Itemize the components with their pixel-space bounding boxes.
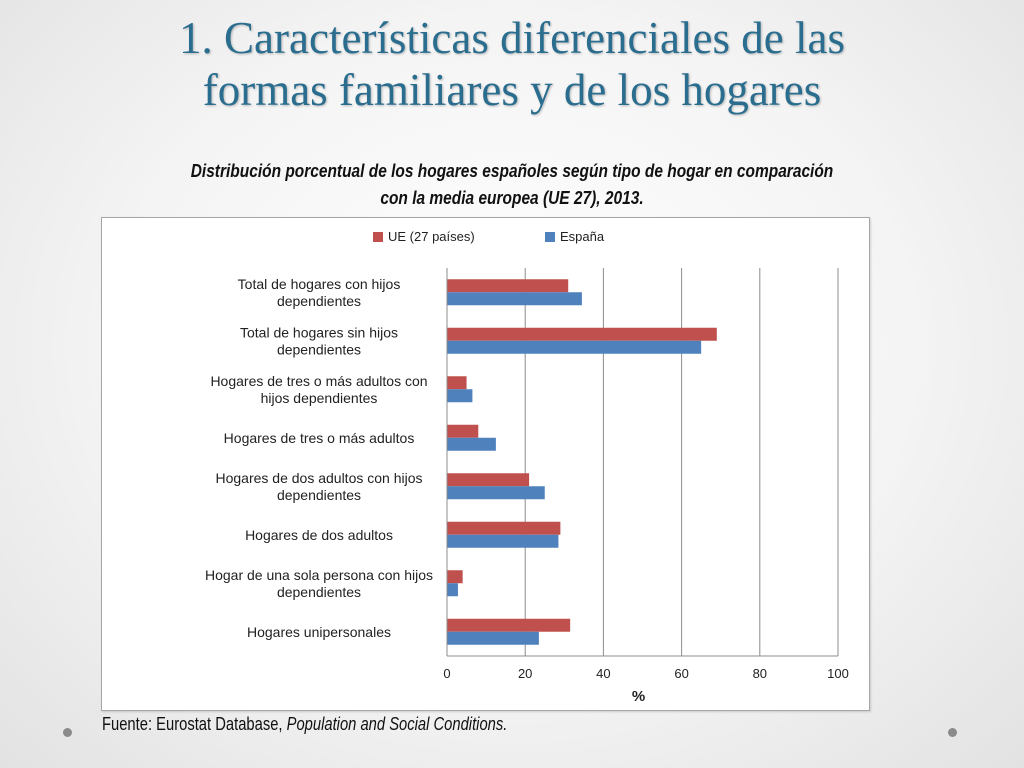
- x-axis-label: %: [632, 688, 645, 705]
- category-label-line: Total de hogares sin hijos: [240, 324, 398, 340]
- category-label-line: Total de hogares con hijos: [238, 276, 401, 292]
- category-label-line: Hogares de dos adultos con hijos: [215, 470, 422, 486]
- category-label-line: Hogares de tres o más adultos con: [210, 373, 427, 389]
- category-label-2: Hogares de tres o más adultos con hijos d…: [210, 373, 427, 406]
- category-label-line: dependientes: [277, 584, 361, 600]
- slide-title-line-2: formas familiares y de los hogares: [202, 65, 822, 115]
- bar-ue-0: [447, 279, 569, 293]
- bar-ue-3: [447, 424, 479, 438]
- bar-espana-2: [447, 389, 473, 403]
- bar-ue-6: [447, 570, 463, 584]
- source-italic: Population and Social Conditions.: [286, 714, 508, 734]
- chart-frame: Total de hogares con hijos dependientes To…: [101, 217, 870, 711]
- bar-espana-0: [447, 292, 582, 306]
- bar-ue-1: [447, 327, 717, 341]
- legend-label-espana: España: [560, 229, 605, 244]
- x-tick-label-2: 40: [596, 666, 610, 681]
- x-tick-label-4: 80: [753, 666, 767, 681]
- bar-espana-3: [447, 437, 496, 451]
- x-tick-label-5: 100: [827, 666, 849, 681]
- x-tick-label-1: 20: [518, 666, 532, 681]
- bar-chart: Total de hogares con hijos dependientesTo…: [205, 229, 849, 705]
- chart-heading-line-2: con la media europea (UE 27), 2013.: [380, 188, 644, 208]
- bar-ue-4: [447, 473, 530, 487]
- category-label-3: Hogares de tres o más adultos: [224, 430, 415, 446]
- category-label-0: Total de hogares con hijos dependientes: [238, 276, 401, 309]
- category-label-7: Hogares unipersonales: [247, 624, 391, 640]
- corner-dot-right: [948, 728, 957, 737]
- bar-espana-1: [447, 340, 702, 354]
- source-note: Fuente: Eurostat Database, Population an…: [102, 714, 507, 735]
- slide-title: 1. Características diferenciales de las …: [40, 12, 984, 116]
- slide-title-line-1: 1. Características diferenciales de las: [179, 13, 845, 63]
- chart-heading-line-1: Distribución porcentual de los hogares e…: [190, 161, 834, 181]
- category-label-6: Hogar de una sola persona con hijos depen…: [205, 567, 433, 600]
- x-tick-label-0: 0: [443, 666, 450, 681]
- category-label-line: Hogares de tres o más adultos: [224, 430, 415, 446]
- category-label-1: Total de hogares sin hijos dependientes: [240, 324, 398, 357]
- category-label-line: dependientes: [277, 341, 361, 357]
- chart-heading: Distribución porcentual de los hogares e…: [149, 158, 875, 212]
- bar-ue-5: [447, 521, 561, 535]
- category-label-5: Hogares de dos adultos: [245, 527, 393, 543]
- category-label-line: dependientes: [277, 487, 361, 503]
- bar-espana-6: [447, 583, 458, 597]
- category-label-line: Hogares unipersonales: [247, 624, 391, 640]
- category-label-line: dependientes: [277, 293, 361, 309]
- bar-ue-2: [447, 376, 467, 390]
- category-label-line: hijos dependientes: [261, 390, 378, 406]
- bar-espana-4: [447, 486, 545, 500]
- bar-espana-7: [447, 631, 539, 645]
- category-label-line: Hogares de dos adultos: [245, 527, 393, 543]
- category-label-4: Hogares de dos adultos con hijos dependie…: [215, 470, 422, 503]
- corner-dot-left: [63, 728, 72, 737]
- category-label-line: Hogar de una sola persona con hijos: [205, 567, 433, 583]
- source-prefix: Fuente: Eurostat Database,: [102, 714, 287, 734]
- x-tick-label-3: 60: [674, 666, 688, 681]
- bar-espana-5: [447, 534, 559, 548]
- bar-ue-7: [447, 618, 571, 632]
- legend-label-ue: UE (27 países): [388, 229, 475, 244]
- legend-swatch-espana: [545, 232, 555, 242]
- legend-swatch-ue: [373, 232, 383, 242]
